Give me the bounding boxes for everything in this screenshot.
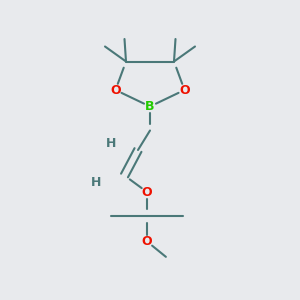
Text: H: H [106, 136, 116, 150]
Text: O: O [110, 83, 121, 97]
Text: O: O [142, 185, 152, 199]
Text: O: O [179, 83, 190, 97]
Text: H: H [91, 176, 101, 189]
Text: B: B [145, 100, 155, 113]
Text: O: O [142, 235, 152, 248]
